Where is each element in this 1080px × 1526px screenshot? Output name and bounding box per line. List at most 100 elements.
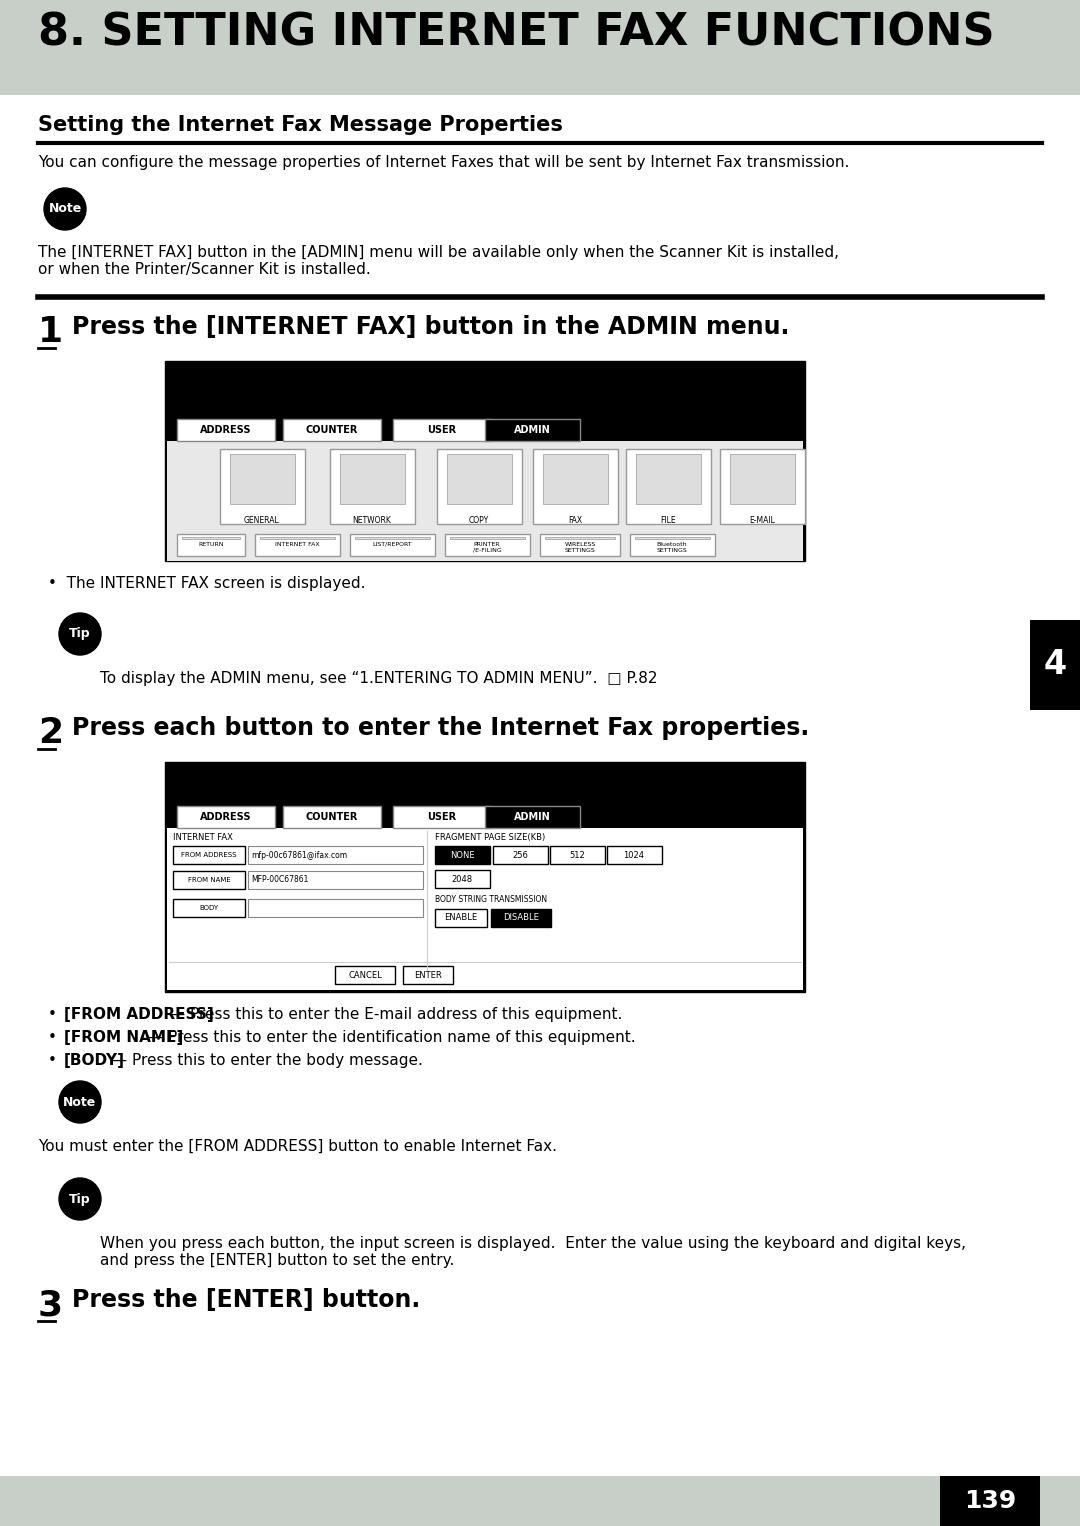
- Text: MFP-00C67861: MFP-00C67861: [251, 876, 309, 885]
- Bar: [1030, 620, 1080, 710]
- Bar: [940, 1476, 1040, 1526]
- Text: To display the ADMIN menu, see “1.ENTERING TO ADMIN MENU”.  □ P.82: To display the ADMIN menu, see “1.ENTERI…: [100, 671, 658, 687]
- Text: Press each button to enter the Internet Fax properties.: Press each button to enter the Internet …: [72, 716, 809, 740]
- Text: BODY STRING TRANSMISSION: BODY STRING TRANSMISSION: [435, 896, 548, 903]
- Bar: [167, 829, 804, 990]
- Bar: [248, 845, 423, 864]
- Text: Tip: Tip: [69, 627, 91, 641]
- Text: 1024: 1024: [623, 850, 645, 859]
- Bar: [403, 966, 453, 984]
- Bar: [491, 909, 551, 926]
- Text: FAX: FAX: [568, 516, 582, 525]
- Text: Press the [ENTER] button.: Press the [ENTER] button.: [72, 1288, 420, 1312]
- Text: DISABLE: DISABLE: [503, 914, 539, 923]
- Text: RETURN: RETURN: [199, 542, 224, 546]
- Text: PRINTER
/E-FILING: PRINTER /E-FILING: [473, 542, 501, 552]
- Bar: [445, 534, 530, 555]
- Text: •: •: [48, 1007, 67, 1022]
- Text: — Press this to enter the body message.: — Press this to enter the body message.: [107, 1053, 423, 1068]
- Text: FROM NAME: FROM NAME: [188, 877, 230, 884]
- Bar: [167, 363, 804, 418]
- Bar: [435, 909, 487, 926]
- Bar: [260, 537, 335, 539]
- Text: ADDRESS: ADDRESS: [200, 812, 252, 823]
- Text: ADDRESS: ADDRESS: [200, 426, 252, 435]
- Circle shape: [59, 1178, 102, 1219]
- Text: 1: 1: [38, 314, 63, 349]
- Text: E-MAIL: E-MAIL: [750, 516, 775, 525]
- Bar: [636, 455, 701, 504]
- Text: 2048: 2048: [451, 874, 473, 884]
- Bar: [545, 537, 615, 539]
- Text: [FROM ADDRESS]: [FROM ADDRESS]: [64, 1007, 214, 1022]
- Bar: [165, 362, 805, 562]
- Text: INTERNET FAX: INTERNET FAX: [274, 542, 320, 546]
- Text: FILE: FILE: [660, 516, 676, 525]
- Bar: [730, 455, 795, 504]
- Bar: [283, 806, 381, 829]
- Bar: [183, 537, 240, 539]
- Text: 4: 4: [1043, 649, 1067, 682]
- Bar: [393, 420, 491, 441]
- Bar: [0, 1476, 1080, 1526]
- Bar: [355, 537, 430, 539]
- Bar: [350, 534, 435, 555]
- Text: GENERAL: GENERAL: [244, 516, 280, 525]
- Bar: [165, 761, 805, 992]
- Text: Bluetooth
SETTINGS: Bluetooth SETTINGS: [657, 542, 687, 552]
- Bar: [492, 845, 548, 864]
- Text: — Press this to enter the E-mail address of this equipment.: — Press this to enter the E-mail address…: [165, 1007, 622, 1022]
- Bar: [540, 534, 620, 555]
- Text: mfp-00c67861@ifax.com: mfp-00c67861@ifax.com: [251, 850, 347, 859]
- Text: CANCEL: CANCEL: [348, 971, 382, 980]
- Text: Press the [INTERNET FAX] button in the ADMIN menu.: Press the [INTERNET FAX] button in the A…: [72, 314, 789, 339]
- Bar: [435, 845, 490, 864]
- Bar: [167, 441, 804, 562]
- Text: — Press this to enter the identification name of this equipment.: — Press this to enter the identification…: [144, 1030, 636, 1045]
- Text: FRAGMENT PAGE SIZE(KB): FRAGMENT PAGE SIZE(KB): [435, 833, 545, 842]
- Text: ENTER: ENTER: [414, 971, 442, 980]
- Text: LIST/REPORT: LIST/REPORT: [373, 542, 411, 546]
- Text: The [INTERNET FAX] button in the [ADMIN] menu will be available only when the Sc: The [INTERNET FAX] button in the [ADMIN]…: [38, 246, 839, 278]
- Text: Setting the Internet Fax Message Properties: Setting the Internet Fax Message Propert…: [38, 114, 563, 134]
- Text: BODY: BODY: [200, 905, 218, 911]
- Bar: [485, 420, 580, 441]
- Text: Note: Note: [49, 203, 82, 215]
- Bar: [450, 537, 525, 539]
- Bar: [283, 420, 381, 441]
- Text: •  The INTERNET FAX screen is displayed.: • The INTERNET FAX screen is displayed.: [48, 575, 365, 591]
- Bar: [167, 765, 804, 806]
- Text: 512: 512: [569, 850, 585, 859]
- Text: 139: 139: [963, 1489, 1016, 1512]
- Bar: [485, 806, 580, 829]
- Bar: [0, 0, 1080, 95]
- Bar: [543, 455, 608, 504]
- Text: •: •: [48, 1030, 67, 1045]
- Text: 3: 3: [38, 1288, 63, 1322]
- Text: 256: 256: [512, 850, 528, 859]
- Text: 2: 2: [38, 716, 63, 749]
- Bar: [550, 845, 605, 864]
- Bar: [177, 534, 245, 555]
- Text: USER: USER: [428, 426, 457, 435]
- Bar: [177, 420, 275, 441]
- Bar: [607, 845, 662, 864]
- Bar: [248, 899, 423, 917]
- Circle shape: [59, 613, 102, 655]
- Bar: [248, 871, 423, 890]
- Bar: [630, 534, 715, 555]
- Circle shape: [44, 188, 86, 230]
- Circle shape: [59, 1080, 102, 1123]
- Bar: [230, 455, 295, 504]
- Bar: [340, 455, 405, 504]
- Bar: [435, 870, 490, 888]
- Text: You can configure the message properties of Internet Faxes that will be sent by : You can configure the message properties…: [38, 156, 849, 169]
- Bar: [173, 845, 245, 864]
- Text: You must enter the [FROM ADDRESS] button to enable Internet Fax.: You must enter the [FROM ADDRESS] button…: [38, 1138, 557, 1154]
- Bar: [173, 871, 245, 890]
- Bar: [173, 899, 245, 917]
- Text: ADMIN: ADMIN: [514, 426, 551, 435]
- Bar: [534, 449, 618, 523]
- Text: [BODY]: [BODY]: [64, 1053, 125, 1068]
- Text: Tip: Tip: [69, 1192, 91, 1206]
